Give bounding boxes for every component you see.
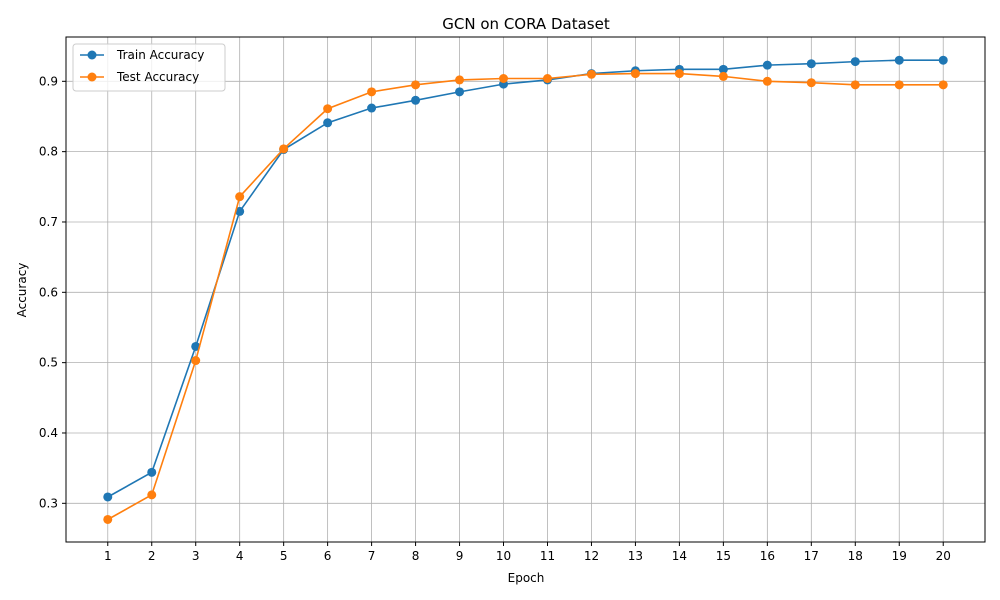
data-point-train-accuracy — [938, 55, 948, 65]
data-point-train-accuracy — [850, 57, 860, 67]
x-tick-label: 18 — [848, 549, 863, 563]
grid — [66, 37, 985, 542]
x-tick-label: 11 — [540, 549, 555, 563]
y-tick-label: 0.3 — [39, 496, 58, 510]
data-point-test-accuracy — [235, 192, 245, 202]
data-point-test-accuracy — [542, 73, 552, 83]
data-point-test-accuracy — [103, 514, 113, 524]
legend-marker-test — [87, 72, 97, 82]
series-line-test-accuracy — [107, 72, 944, 521]
legend: Train Accuracy Test Accuracy — [72, 43, 226, 92]
data-point-train-accuracy — [718, 64, 728, 74]
x-tick-label: 12 — [584, 549, 599, 563]
x-tick-label: 3 — [192, 549, 200, 563]
data-point-train-accuracy — [147, 467, 157, 477]
data-point-test-accuracy — [850, 80, 860, 90]
x-tick-label: 13 — [628, 549, 643, 563]
data-point-train-accuracy — [411, 95, 421, 105]
y-tick-label: 0.8 — [39, 145, 58, 159]
data-point-test-accuracy — [499, 73, 509, 83]
y-tick-label: 0.9 — [39, 74, 58, 88]
x-tick-label: 7 — [368, 549, 376, 563]
data-point-test-accuracy — [762, 76, 772, 86]
data-point-train-accuracy — [235, 206, 245, 216]
data-point-train-accuracy — [894, 55, 904, 65]
x-tick-label: 1 — [104, 549, 112, 563]
data-point-train-accuracy — [323, 118, 333, 128]
data-point-test-accuracy — [323, 104, 333, 114]
x-tick-label: 16 — [760, 549, 775, 563]
chart-title: GCN on CORA Dataset — [442, 15, 610, 33]
y-tick-label: 0.4 — [39, 426, 58, 440]
y-tick-label: 0.5 — [39, 356, 58, 370]
y-axis: 0.3 0.4 0.5 0.6 0.7 0.8 0.9 — [39, 74, 66, 510]
data-point-train-accuracy — [367, 103, 377, 113]
data-point-test-accuracy — [806, 78, 816, 88]
x-tick-label: 10 — [496, 549, 511, 563]
legend-box — [72, 43, 226, 92]
data-point-test-accuracy — [894, 80, 904, 90]
x-tick-label: 15 — [716, 549, 731, 563]
legend-marker-train — [87, 50, 97, 60]
series-test-accuracy — [103, 69, 948, 524]
data-point-test-accuracy — [586, 69, 596, 79]
x-tick-label: 5 — [280, 549, 288, 563]
data-point-test-accuracy — [367, 87, 377, 97]
x-axis-label: Epoch — [508, 571, 545, 585]
series-layer — [103, 55, 948, 524]
data-point-train-accuracy — [455, 87, 465, 97]
y-tick-label: 0.6 — [39, 285, 58, 299]
series-train-accuracy — [103, 55, 948, 502]
data-point-train-accuracy — [191, 341, 201, 351]
x-tick-label: 19 — [892, 549, 907, 563]
y-axis-label: Accuracy — [15, 263, 29, 318]
plot-frame — [65, 36, 986, 543]
x-tick-label: 17 — [804, 549, 819, 563]
x-tick-label: 8 — [412, 549, 420, 563]
data-point-test-accuracy — [630, 69, 640, 79]
data-point-test-accuracy — [674, 69, 684, 79]
data-point-test-accuracy — [279, 144, 289, 154]
legend-label-test: Test Accuracy — [116, 70, 199, 84]
data-point-test-accuracy — [718, 71, 728, 81]
x-axis: 1 2 3 4 5 6 7 8 9 10 11 12 13 14 15 16 17 18 19 20 — [104, 542, 951, 563]
data-point-test-accuracy — [147, 490, 157, 500]
legend-label-train: Train Accuracy — [116, 48, 204, 62]
x-tick-label: 20 — [936, 549, 951, 563]
data-point-train-accuracy — [806, 59, 816, 69]
y-tick-label: 0.7 — [39, 215, 58, 229]
x-tick-label: 14 — [672, 549, 687, 563]
series-line-train-accuracy — [107, 59, 944, 498]
data-point-test-accuracy — [411, 80, 421, 90]
data-point-train-accuracy — [762, 60, 772, 70]
x-tick-label: 4 — [236, 549, 244, 563]
data-point-test-accuracy — [191, 356, 201, 366]
x-tick-label: 6 — [324, 549, 332, 563]
data-point-train-accuracy — [103, 492, 113, 502]
x-tick-label: 2 — [148, 549, 156, 563]
data-point-test-accuracy — [938, 80, 948, 90]
x-tick-label: 9 — [456, 549, 464, 563]
data-point-test-accuracy — [455, 75, 465, 85]
